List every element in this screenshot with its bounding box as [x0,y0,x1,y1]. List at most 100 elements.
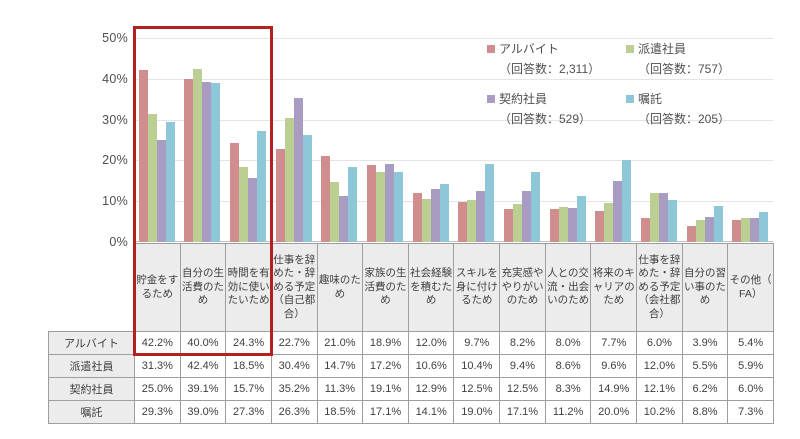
bar [284,117,294,242]
table-value-cell: 9.6% [591,355,638,378]
table-value-cell: 19.0% [454,401,501,424]
bar [576,196,586,242]
table-value-cell: 14.1% [408,401,455,424]
table-column-header: スキルを身に付けるため [454,244,501,331]
bar [147,114,157,242]
bar [732,219,742,242]
table-row-label: 契約社員 [49,378,135,401]
legend-swatch-icon [487,94,495,103]
table-value-cell: 3.9% [682,332,729,355]
table-column-header: 将来のキャリアのため [591,244,638,331]
bar-groups [134,38,773,242]
legend-respondent-count: （回答数：529） [499,112,592,126]
table-value-cell: 14.7% [317,355,364,378]
legend-series-name: 嘱託 [638,92,663,106]
table-value-cell: 18.9% [363,332,409,355]
y-axis-tick-label: 40% [102,71,128,86]
bar [230,142,240,242]
bar [302,134,312,242]
bar [686,226,696,242]
table-value-cell: 7.3% [728,401,774,424]
table-column-header: 趣味のため [318,244,364,331]
table-value-cell: 39.0% [180,401,227,424]
legend-item: アルバイト （回答数：2,311） [487,40,626,77]
bar-group [682,38,728,242]
table-value-cell: 31.3% [135,355,181,378]
table-value-cell: 12.5% [454,378,501,401]
bar-group [453,38,499,242]
bar [750,217,760,242]
table-value-cell: 42.4% [180,355,227,378]
table-value-cell: 17.2% [363,355,409,378]
table-value-cell: 6.2% [682,378,729,401]
gridline [134,38,773,39]
bar [458,202,468,242]
bar [667,200,677,242]
bar-group [408,38,454,242]
legend-item: 契約社員 （回答数：529） [487,90,626,127]
table-column-header: 貯金をするため [135,244,181,331]
bar [348,166,358,242]
bar [275,149,285,242]
bar [741,217,751,242]
bar-group [180,38,226,242]
table-value-cell: 9.4% [500,355,546,378]
table-column-header: 自分の生活費のため [181,244,227,331]
bar [339,195,349,242]
bar [211,82,221,242]
bar [239,166,249,242]
gridline [134,119,773,121]
table-value-cell: 12.0% [408,332,455,355]
table-value-cell: 29.3% [135,401,181,424]
bar [604,202,614,242]
table-value-cell: 11.2% [545,401,592,424]
table-value-cell: 6.0% [728,378,774,401]
x-axis-line [134,241,773,242]
table-column-header: 仕事を辞めた・辞める予定（会社都合） [637,244,683,331]
bar [476,191,486,242]
chart-legend: アルバイト （回答数：2,311） 派遣社員 （回答数：757） 契約社員 （回答数：52… [487,40,730,127]
table-value-cell: 39.1% [180,378,227,401]
y-axis-tick-label: 0% [109,235,128,249]
table-value-cell: 25.0% [135,378,181,401]
bar [202,82,212,242]
gridline [134,78,773,80]
bar [367,164,377,242]
bar [467,199,477,242]
bar-group [636,38,682,242]
bar [558,206,568,242]
table-value-cell: 8.2% [500,332,546,355]
bar [503,208,513,242]
table-value-cell: 42.2% [135,332,181,355]
bar [248,177,258,242]
bar [412,193,422,242]
table-value-cell: 6.0% [637,332,683,355]
bar [430,189,440,242]
y-axis-tick-label: 50% [102,31,128,45]
table-body: アルバイト 42.2% 40.0% 24.3% 22.7% 21.0% 18.9% 12.0%… [48,331,774,424]
gridline [134,160,773,162]
table-column-header: 社会経験を積むため [409,244,455,331]
bar [595,210,605,242]
table-value-cell: 14.9% [591,378,638,401]
y-axis-tick-label: 30% [102,112,128,127]
table-value-cell: 10.4% [454,355,501,378]
table-column-header: 自分の習い事のため [683,244,729,331]
bar [622,160,632,242]
bar [293,98,303,242]
bar [376,171,386,242]
legend-respondent-count: （回答数：205） [638,112,731,126]
table-value-cell: 20.0% [591,401,638,424]
bar [549,209,559,242]
bar [658,192,668,242]
table-column-header: その他（FA） [728,244,774,331]
table-value-cell: 12.5% [500,378,546,401]
table-value-cell: 12.9% [408,378,455,401]
table-value-cell: 30.4% [271,355,318,378]
bar-group [271,38,317,242]
y-axis-tick-label: 20% [102,153,128,168]
table-value-cell: 9.7% [454,332,501,355]
bar [184,78,194,242]
legend-series-name: 派遣社員 [638,42,687,56]
